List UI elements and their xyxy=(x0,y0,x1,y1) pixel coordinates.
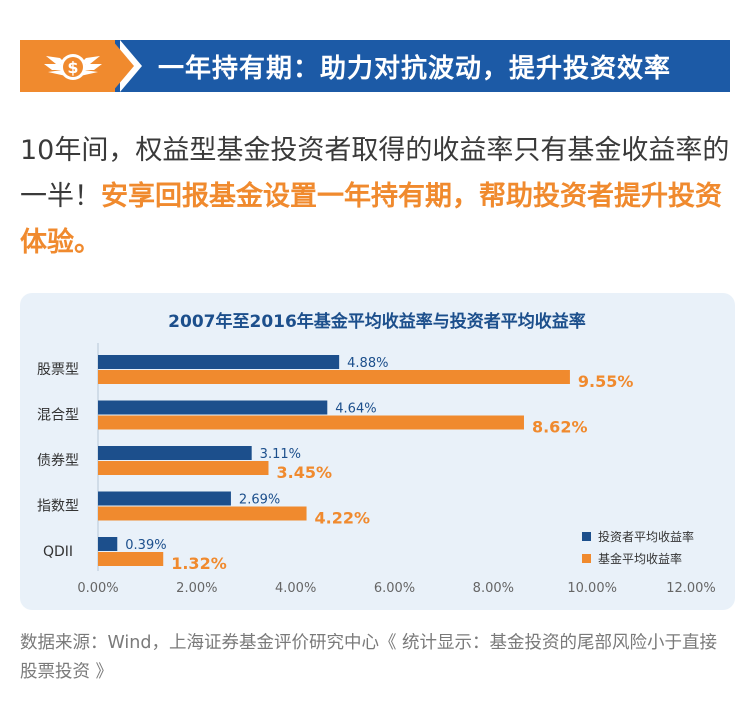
category-label: 混合型 xyxy=(37,408,79,424)
chart-panel: 2007年至2016年基金平均收益率与投资者平均收益率 0.00% 2.00% 4.0… xyxy=(20,293,735,610)
bar xyxy=(98,491,231,506)
x-tick-label: 12.00% xyxy=(666,581,716,596)
intro-highlight: 安享回报基金设置一年持有期，帮助投资者提升投资体验。 xyxy=(20,181,722,258)
x-tick-label: 6.00% xyxy=(374,581,415,596)
banner-arrow xyxy=(112,40,134,92)
category-label: 指数型 xyxy=(37,499,79,515)
legend-swatch xyxy=(582,532,591,541)
bar xyxy=(98,461,269,475)
bar xyxy=(98,355,340,369)
bar xyxy=(98,400,328,415)
x-tick-label: 0.00% xyxy=(77,581,118,596)
data-label: 0.39% xyxy=(125,538,166,553)
x-tick-label: 2.00% xyxy=(176,581,217,596)
data-label: 3.11% xyxy=(260,447,301,462)
header-banner: $ 一年持有期：助力对抗波动，提升投资效率 xyxy=(20,40,730,92)
x-tick-label: 10.00% xyxy=(567,581,617,596)
bar xyxy=(98,552,164,566)
winged-coin-icon: $ xyxy=(44,54,102,80)
data-label: 2.69% xyxy=(239,493,280,508)
data-label: 1.32% xyxy=(171,554,227,573)
data-label: 4.88% xyxy=(347,356,388,371)
bar-chart: 2007年至2016年基金平均收益率与投资者平均收益率 0.00% 2.00% 4.0… xyxy=(37,311,716,596)
data-label: 4.64% xyxy=(335,402,376,417)
category-label: 债券型 xyxy=(37,453,79,469)
intro-paragraph: 10年间，权益型基金投资者取得的收益率只有基金收益率的一半！安享回报基金设置一年… xyxy=(20,128,732,266)
data-label: 4.22% xyxy=(315,509,371,528)
banner-blue-block xyxy=(115,40,730,92)
category-label: 股票型 xyxy=(37,362,79,378)
bar xyxy=(98,446,252,460)
category-label: QDII xyxy=(43,544,73,560)
data-label: 3.45% xyxy=(276,463,332,482)
data-label: 9.55% xyxy=(578,372,634,391)
bar xyxy=(98,415,524,430)
svg-text:$: $ xyxy=(67,58,78,77)
bar xyxy=(98,506,307,521)
intro-text: 10年间，权益型基金投资者取得的收益率只有基金收益率的一半！ xyxy=(20,135,730,212)
x-tick-label: 4.00% xyxy=(275,581,316,596)
banner-title: 一年持有期：助力对抗波动，提升投资效率 xyxy=(158,54,672,84)
x-tick-label: 8.00% xyxy=(473,581,514,596)
chart-title: 2007年至2016年基金平均收益率与投资者平均收益率 xyxy=(168,311,586,332)
source-note: 数据来源：Wind，上海证券基金评价研究中心《 统计显示：基金投资的尾部风险小于… xyxy=(20,633,718,682)
legend-label: 基金平均收益率 xyxy=(598,551,682,566)
bar xyxy=(98,537,118,551)
legend-label: 投资者平均收益率 xyxy=(598,529,694,544)
legend-swatch xyxy=(582,554,591,563)
bar xyxy=(98,370,570,384)
data-label: 8.62% xyxy=(532,418,588,437)
